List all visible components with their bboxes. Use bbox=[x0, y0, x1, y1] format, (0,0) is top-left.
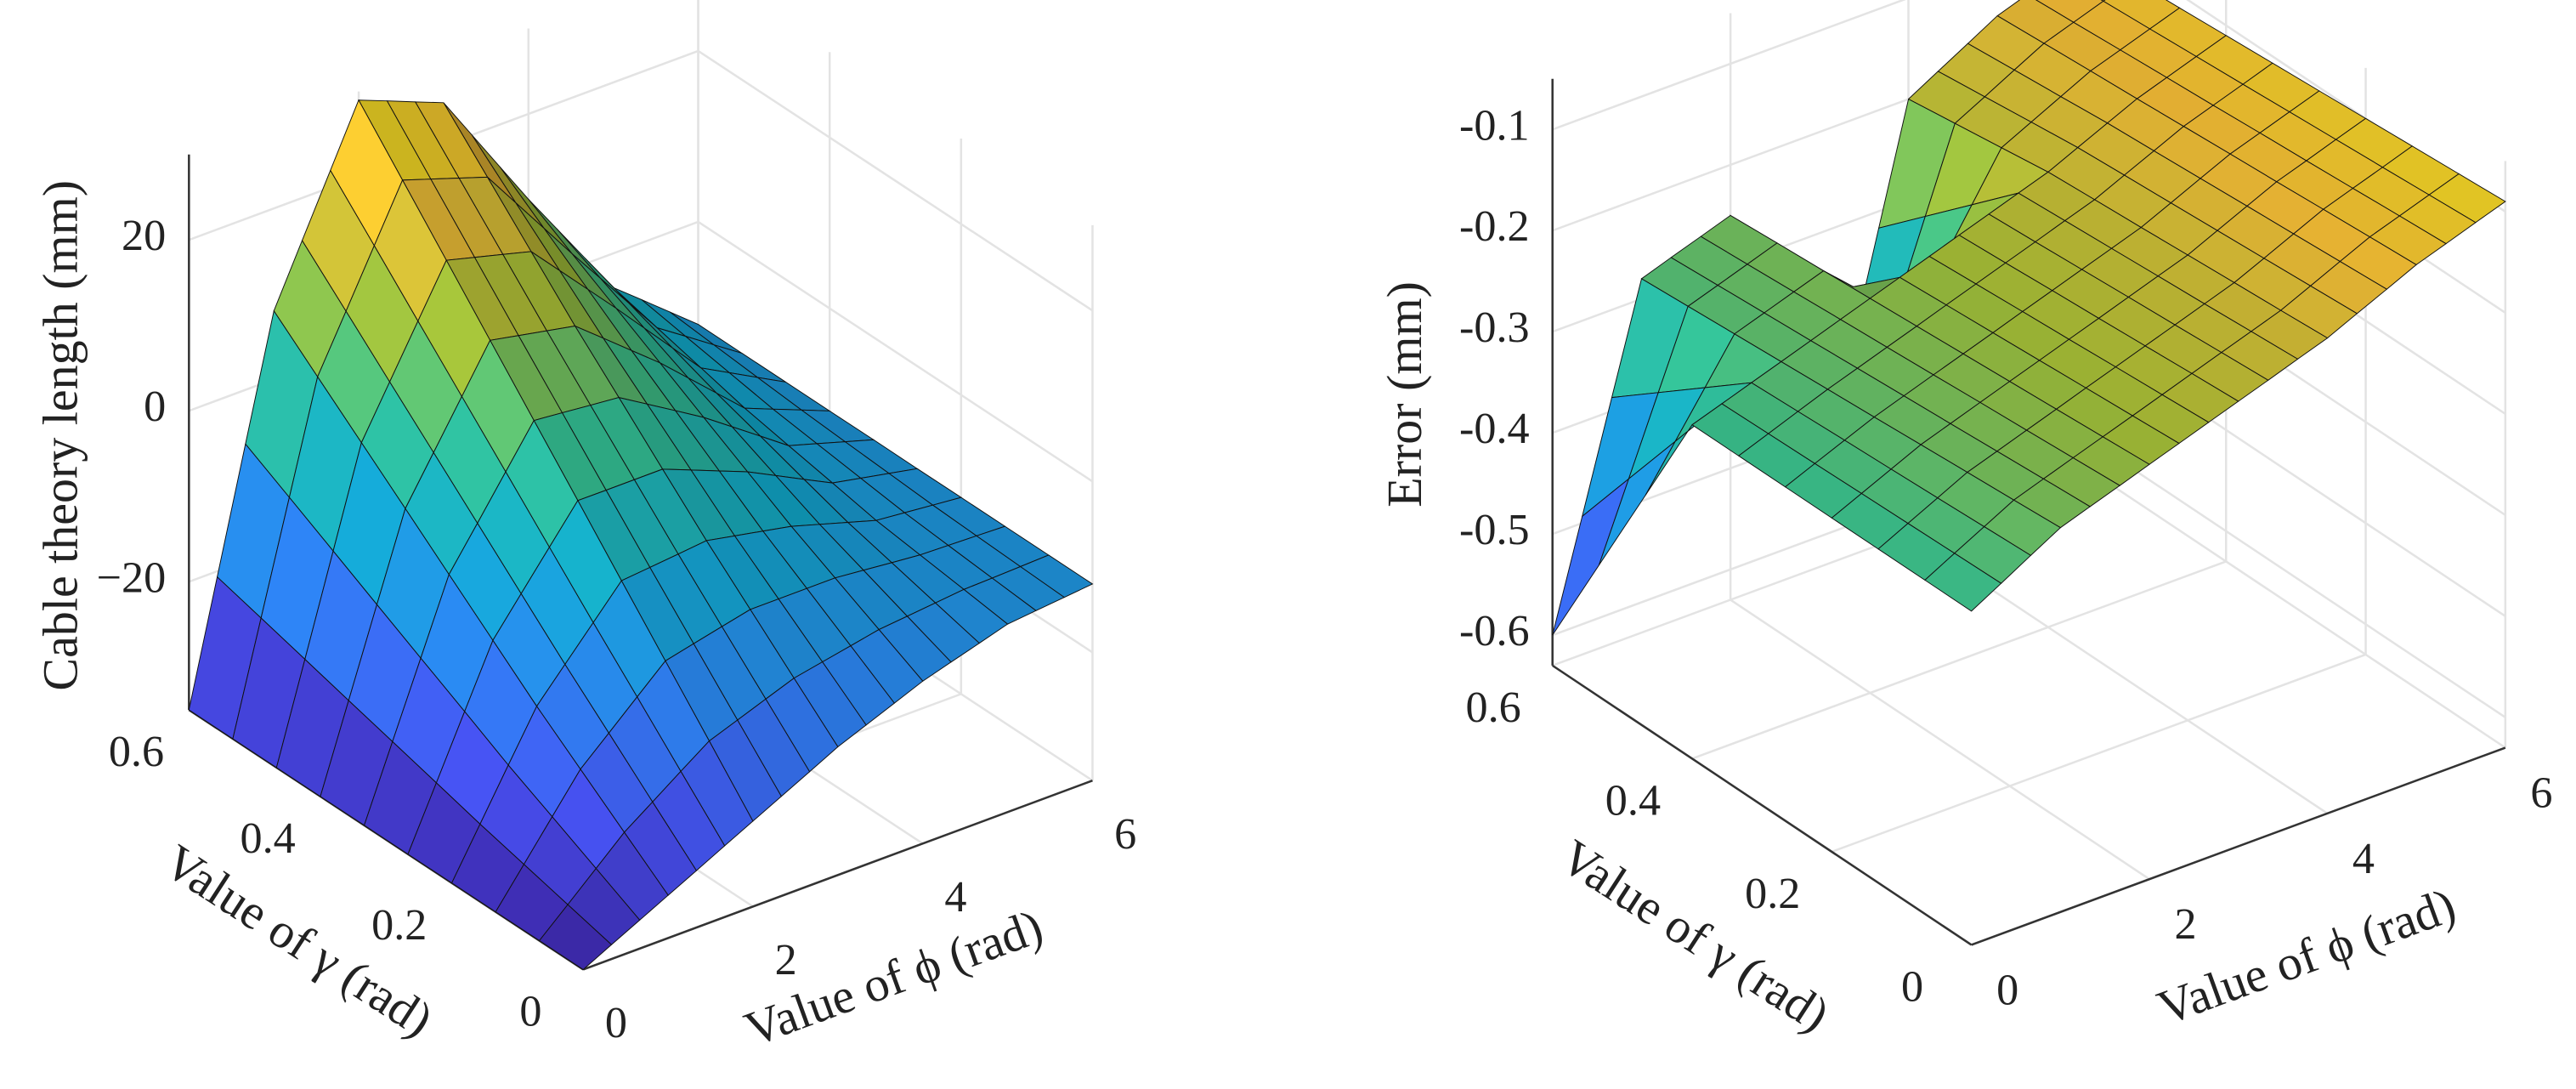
z-tick-label: -0.2 bbox=[1459, 201, 1530, 251]
axis-label: Value of γ (rad) bbox=[1551, 829, 1839, 1043]
x-tick-label: 0 bbox=[605, 998, 627, 1047]
z-tick-label: -0.6 bbox=[1459, 606, 1530, 655]
surface-chart: 0 2 4 6 0 0.2 0.4 0.6 -0.6 -0.5 -0.4 -0.3 -0.2 -0.1 Va… bbox=[1377, 0, 2552, 1043]
x-tick-label: 2 bbox=[775, 935, 797, 984]
z-tick-label: −20 bbox=[97, 553, 167, 602]
grid-line bbox=[697, 220, 1094, 483]
grid-line bbox=[1691, 560, 2227, 760]
grid-line bbox=[1730, 598, 2150, 881]
x-tick-label: 6 bbox=[2530, 768, 2552, 817]
z-tick-label: -0.3 bbox=[1459, 303, 1530, 352]
grid-line bbox=[697, 49, 1094, 312]
y-tick-label: 0.2 bbox=[1745, 869, 1800, 918]
grid-line bbox=[1831, 653, 2366, 854]
z-tick-label: 0 bbox=[144, 382, 166, 431]
surface-patch bbox=[538, 904, 613, 971]
grid-line bbox=[2086, 467, 2506, 749]
y-tick-label: 0.6 bbox=[1466, 683, 1521, 732]
axis-line bbox=[582, 779, 1093, 971]
y-tick-label: 0 bbox=[1901, 962, 1923, 1012]
x-tick-label: 4 bbox=[944, 872, 966, 922]
z-tick-label: 20 bbox=[122, 211, 166, 260]
axis-line bbox=[1552, 664, 1973, 946]
y-tick-label: 0.4 bbox=[240, 814, 295, 863]
y-tick-label: 0.2 bbox=[371, 900, 427, 950]
grid-line bbox=[1552, 0, 1906, 131]
x-tick-label: 4 bbox=[2352, 834, 2375, 883]
axis-label: Cable theory length (mm) bbox=[33, 180, 88, 691]
x-tick-label: 0 bbox=[1996, 965, 2018, 1014]
z-tick-label: -0.4 bbox=[1459, 404, 1530, 453]
z-tick-label: -0.1 bbox=[1459, 100, 1530, 150]
y-tick-label: 0 bbox=[519, 987, 541, 1036]
x-tick-label: 6 bbox=[1114, 809, 1136, 859]
z-tick-label: -0.5 bbox=[1459, 505, 1530, 554]
surface-patch bbox=[1924, 553, 2002, 612]
y-tick-label: 0.6 bbox=[109, 727, 164, 776]
axis-line bbox=[1971, 746, 2506, 946]
grid-line bbox=[2086, 437, 2506, 718]
y-tick-label: 0.4 bbox=[1605, 776, 1661, 825]
axis-label: Error (mm) bbox=[1377, 281, 1432, 508]
x-tick-label: 2 bbox=[2175, 899, 2197, 949]
axis-label: Value of ϕ (rad) bbox=[2150, 877, 2462, 1036]
